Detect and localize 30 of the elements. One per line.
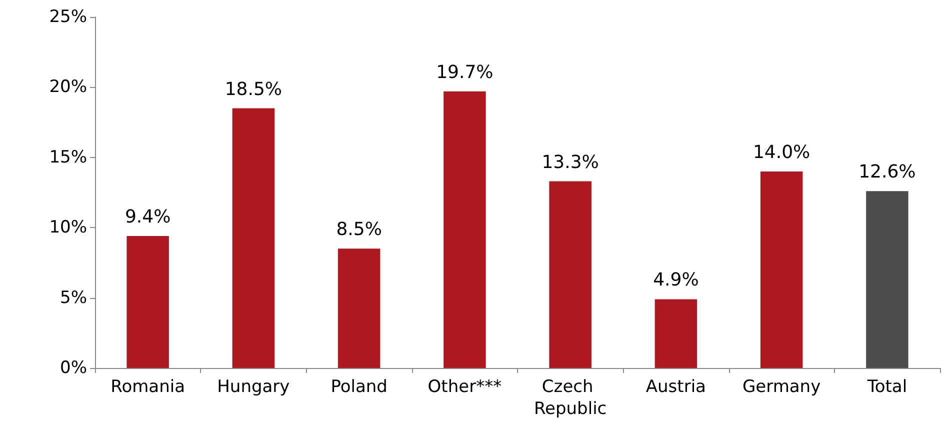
- y-tick-label: 25%: [49, 7, 87, 27]
- bar: [549, 181, 592, 368]
- x-tick-label: Poland: [330, 377, 388, 397]
- bar: [126, 236, 169, 368]
- y-tick-label: 5%: [60, 288, 87, 308]
- bar: [654, 299, 698, 368]
- x-tick-label: Austria: [646, 377, 706, 397]
- y-tick-label: 10%: [49, 218, 87, 238]
- bar: [444, 91, 486, 368]
- x-tick-label: Romania: [110, 377, 185, 397]
- data-label: 18.5%: [224, 78, 282, 100]
- bar: [760, 171, 803, 368]
- data-label: 8.5%: [336, 219, 382, 240]
- y-tick-label: 20%: [49, 77, 87, 98]
- data-label: 9.4%: [124, 206, 171, 228]
- y-tick-label: 0%: [60, 358, 87, 378]
- x-tick-label: Czech Republic: [534, 377, 607, 419]
- x-tick-label: Total: [866, 377, 908, 397]
- data-label: 13.3%: [542, 152, 599, 173]
- bar: [232, 108, 275, 368]
- data-label: 19.7%: [436, 62, 494, 83]
- data-label: 4.9%: [653, 270, 699, 291]
- bar: [338, 248, 380, 368]
- data-label: 12.6%: [858, 162, 916, 183]
- bar: [866, 191, 908, 368]
- data-label: 14.0%: [752, 142, 810, 163]
- x-tick-label: Germany: [742, 377, 821, 397]
- x-tick-label: Other***: [428, 377, 502, 397]
- y-tick-label: 15%: [49, 147, 87, 168]
- x-tick-label: Hungary: [217, 377, 290, 397]
